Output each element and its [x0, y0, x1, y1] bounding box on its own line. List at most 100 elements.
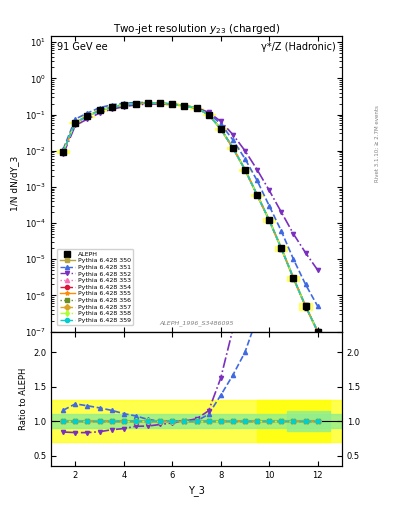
Pythia 6.428 356	[109, 104, 114, 110]
Pythia 6.428 355	[303, 303, 308, 309]
Pythia 6.428 357	[97, 108, 102, 114]
Pythia 6.428 356	[231, 145, 235, 151]
Pythia 6.428 350	[291, 275, 296, 281]
Pythia 6.428 353	[134, 100, 138, 106]
Pythia 6.428 357	[170, 101, 174, 107]
Pythia 6.428 351	[291, 256, 296, 262]
Pythia 6.428 358	[303, 303, 308, 309]
Pythia 6.428 352	[267, 187, 272, 194]
Line: Pythia 6.428 354: Pythia 6.428 354	[61, 101, 320, 334]
Pythia 6.428 353	[255, 192, 259, 198]
Pythia 6.428 356	[242, 166, 247, 173]
Pythia 6.428 359	[158, 100, 163, 106]
Pythia 6.428 350	[85, 113, 90, 119]
Pythia 6.428 353	[85, 113, 90, 119]
Pythia 6.428 354	[146, 100, 151, 106]
Pythia 6.428 353	[279, 245, 284, 251]
Pythia 6.428 350	[206, 112, 211, 118]
Pythia 6.428 355	[158, 100, 163, 106]
Pythia 6.428 355	[206, 112, 211, 118]
Pythia 6.428 351	[231, 137, 235, 143]
Pythia 6.428 355	[231, 145, 235, 151]
Pythia 6.428 351	[206, 110, 211, 116]
Pythia 6.428 351	[170, 101, 174, 107]
Pythia 6.428 354	[194, 105, 199, 111]
Pythia 6.428 355	[219, 126, 223, 132]
Text: γ*/Z (Hadronic): γ*/Z (Hadronic)	[261, 42, 336, 52]
Pythia 6.428 353	[97, 108, 102, 114]
Pythia 6.428 356	[267, 217, 272, 223]
Pythia 6.428 356	[194, 105, 199, 111]
Pythia 6.428 358	[109, 104, 114, 110]
Pythia 6.428 350	[73, 119, 78, 125]
Pythia 6.428 351	[121, 100, 126, 106]
Pythia 6.428 350	[109, 104, 114, 110]
Bar	[257, 400, 330, 442]
Pythia 6.428 354	[61, 148, 66, 155]
Pythia 6.428 355	[73, 119, 78, 125]
Pythia 6.428 354	[219, 126, 223, 132]
Pythia 6.428 355	[109, 104, 114, 110]
Pythia 6.428 359	[315, 329, 320, 335]
Pythia 6.428 353	[121, 102, 126, 108]
Pythia 6.428 354	[158, 100, 163, 106]
Pythia 6.428 351	[158, 100, 163, 106]
Text: 91 GeV ee: 91 GeV ee	[57, 42, 108, 52]
Pythia 6.428 357	[219, 126, 223, 132]
Pythia 6.428 351	[134, 99, 138, 105]
Pythia 6.428 357	[194, 105, 199, 111]
Pythia 6.428 355	[267, 217, 272, 223]
Pythia 6.428 352	[315, 267, 320, 273]
Title: Two-jet resolution $y_{23}$ (charged): Two-jet resolution $y_{23}$ (charged)	[113, 22, 280, 36]
Pythia 6.428 350	[267, 217, 272, 223]
Pythia 6.428 356	[73, 119, 78, 125]
Pythia 6.428 356	[61, 148, 66, 155]
Pythia 6.428 356	[134, 100, 138, 106]
Pythia 6.428 350	[279, 245, 284, 251]
Pythia 6.428 354	[170, 101, 174, 107]
Pythia 6.428 357	[279, 245, 284, 251]
Pythia 6.428 357	[73, 119, 78, 125]
Pythia 6.428 357	[182, 103, 187, 109]
Pythia 6.428 355	[134, 100, 138, 106]
Pythia 6.428 358	[206, 112, 211, 118]
Pythia 6.428 359	[97, 108, 102, 114]
Pythia 6.428 350	[121, 102, 126, 108]
Pythia 6.428 353	[219, 126, 223, 132]
Line: Pythia 6.428 355: Pythia 6.428 355	[61, 101, 320, 334]
Pythia 6.428 359	[194, 105, 199, 111]
Pythia 6.428 352	[182, 103, 187, 109]
Pythia 6.428 354	[303, 303, 308, 309]
Pythia 6.428 352	[170, 101, 174, 108]
Pythia 6.428 353	[231, 145, 235, 151]
X-axis label: Y_3: Y_3	[188, 485, 205, 496]
Pythia 6.428 359	[242, 166, 247, 173]
Pythia 6.428 357	[231, 145, 235, 151]
Bar	[287, 411, 330, 432]
Pythia 6.428 356	[315, 329, 320, 335]
Pythia 6.428 352	[109, 106, 114, 112]
Pythia 6.428 352	[85, 116, 90, 122]
Pythia 6.428 359	[267, 217, 272, 223]
Pythia 6.428 356	[206, 112, 211, 118]
Pythia 6.428 352	[255, 166, 259, 173]
Pythia 6.428 356	[291, 275, 296, 281]
Pythia 6.428 351	[219, 121, 223, 127]
Pythia 6.428 353	[303, 303, 308, 309]
Pythia 6.428 358	[267, 217, 272, 223]
Pythia 6.428 357	[206, 112, 211, 118]
Pythia 6.428 354	[97, 108, 102, 114]
Pythia 6.428 350	[170, 101, 174, 107]
Pythia 6.428 355	[85, 113, 90, 119]
Pythia 6.428 352	[303, 250, 308, 256]
Pythia 6.428 359	[182, 103, 187, 109]
Text: ALEPH_1996_S3486095: ALEPH_1996_S3486095	[159, 320, 234, 326]
Line: Pythia 6.428 350: Pythia 6.428 350	[61, 101, 320, 334]
Pythia 6.428 356	[170, 101, 174, 107]
Pythia 6.428 359	[85, 113, 90, 119]
Pythia 6.428 350	[194, 105, 199, 111]
Pythia 6.428 359	[206, 112, 211, 118]
Pythia 6.428 358	[291, 275, 296, 281]
Pythia 6.428 353	[158, 100, 163, 106]
Pythia 6.428 351	[242, 156, 247, 162]
